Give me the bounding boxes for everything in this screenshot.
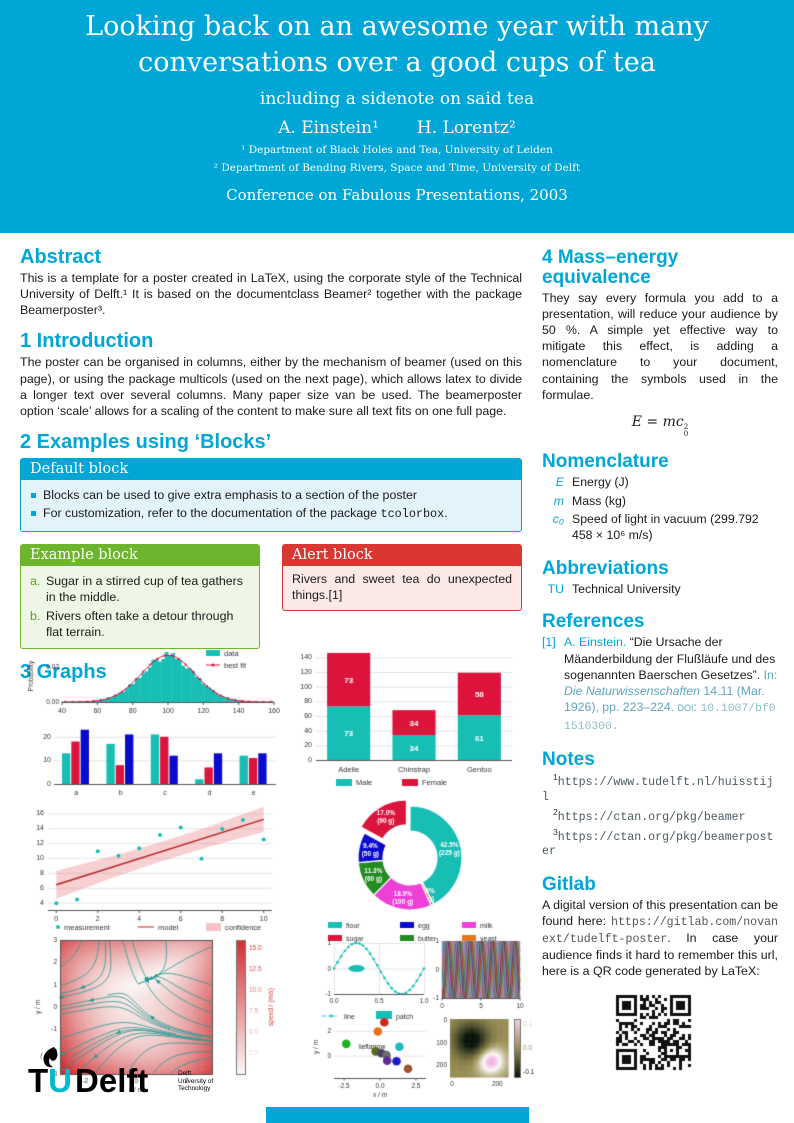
mass-energy-text: They say every formula you add to a pres…	[542, 290, 778, 402]
alert-block-title: Alert block	[283, 544, 521, 566]
notes-heading: Notes	[542, 749, 595, 771]
note-2: 2https://ctan.org/pkg/beamer	[553, 806, 746, 824]
abstract-text: This is a template for a poster created …	[20, 271, 522, 318]
stream-plot	[32, 934, 284, 1100]
right-column: 4 Mass–energy equivalence They say every…	[542, 239, 778, 1084]
title-line-1: Looking back on an awesome year with man…	[85, 11, 709, 42]
left-column: Abstract This is a template for a poster…	[20, 239, 522, 685]
abstract-heading: Abstract	[20, 246, 102, 268]
author-1: A. Einstein¹	[278, 117, 379, 138]
flame-icon	[40, 1047, 58, 1068]
example-item-b: b. Rivers often take a detour through fl…	[30, 608, 234, 639]
conference-line: Conference on Fabulous Presentations, 20…	[226, 185, 568, 204]
poster-title: Looking back on an awesome year with man…	[0, 0, 794, 82]
introduction-text: The poster can be organised in columns, …	[20, 355, 522, 418]
doi-link: 10.1007/bf01510300.	[564, 703, 776, 734]
tudelft-logo: TUDelft Delft University of Technology	[26, 1046, 241, 1110]
example-item-a: a. Sugar in a stirred cup of tea gathers…	[30, 573, 243, 605]
footer-bar	[266, 1107, 529, 1123]
note-1: 1https://www.tudelft.nl/huisstijl	[542, 772, 774, 804]
logo-side-text: Delft University of Technology	[178, 1070, 214, 1093]
histogram-chart	[26, 642, 280, 718]
default-block-bullet-2: For customization, refer to the document…	[30, 505, 512, 523]
penguin-stacked-bar-chart	[282, 640, 522, 794]
nomenclature-row: E Energy (J)	[555, 474, 629, 489]
introduction-heading: 1 Introduction	[20, 330, 154, 353]
nomenclature-heading: Nomenclature	[542, 450, 669, 472]
mass-energy-heading: 4 Mass–energy equivalence	[542, 247, 679, 288]
charts-area	[20, 640, 538, 1110]
regression-plot	[22, 800, 280, 936]
abbreviation-row: TU Technical University	[547, 581, 681, 596]
gitlab-url: https://gitlab.com/novanext/tudelft-post…	[542, 916, 778, 947]
poster-subtitle: including a sidenote on said tea	[259, 88, 535, 109]
abbreviations-heading: Abbreviations	[542, 557, 669, 579]
note-3: 3https://ctan.org/pkg/beamerposter	[542, 826, 774, 859]
mass-energy-formula: E = mc 2 0	[631, 413, 689, 438]
affiliation-2: ² Department of Bending Rivers, Space an…	[213, 161, 581, 174]
title-line-2: conversations over a good cups of tea	[138, 47, 656, 79]
default-block-title: Default block	[21, 458, 521, 480]
phase-lines-plot	[426, 936, 524, 1014]
qr-code	[608, 987, 700, 1080]
nomenclature-row: c₀ Speed of light in vacuum (299.792 458…	[552, 512, 759, 543]
grouped-bar-chart	[30, 720, 282, 798]
bullet-square-icon	[31, 511, 36, 517]
alert-block-text: Rivers and sweet tea do unexpected thing…	[292, 571, 512, 603]
affiliation-1: ¹ Department of Black Holes and Tea, Uni…	[241, 143, 553, 156]
gitlab-text: A digital version of this presentation c…	[542, 897, 778, 979]
authors: A. Einstein¹ H. Lorentz²	[0, 118, 794, 138]
default-block-bullet-1: Blocks can be used to give extra emphasi…	[30, 487, 512, 503]
reference-1: [1] A. Einstein. “Die Ursache der Mäande…	[542, 635, 778, 734]
heatmap-plot	[432, 1016, 538, 1094]
tcolorbox-package-name: tcolorbox	[380, 507, 445, 522]
gitlab-heading: Gitlab	[542, 874, 596, 896]
nomenclature-row: m Mass (kg)	[553, 493, 626, 508]
ingredients-donut-chart	[304, 792, 516, 946]
example-block: Example block a. Sugar in a stirred cup …	[20, 543, 260, 650]
poster-header: Looking back on an awesome year with man…	[0, 0, 794, 233]
alert-block: Alert block Rivers and sweet tea do unex…	[282, 543, 522, 611]
bullet-square-icon	[31, 492, 36, 498]
author-2: H. Lorentz²	[416, 117, 516, 138]
default-block: Default block Blocks can be used to give…	[20, 457, 522, 532]
sine-patch-plot	[314, 936, 430, 1024]
blocks-heading: 2 Examples using ‘Blocks’	[20, 430, 272, 453]
references-heading: References	[542, 611, 645, 633]
example-block-title: Example block	[21, 544, 259, 566]
colored-dots-scatter	[312, 1012, 430, 1108]
